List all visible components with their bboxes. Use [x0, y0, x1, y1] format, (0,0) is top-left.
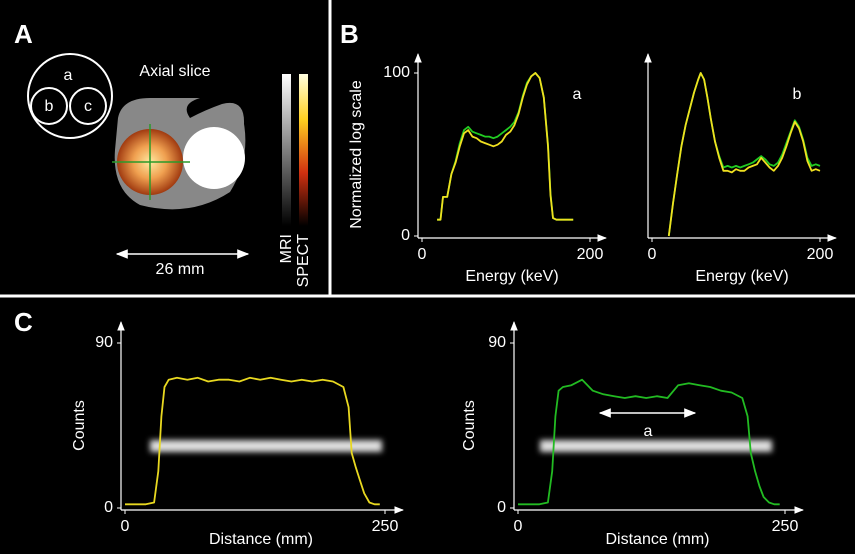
image-title: Axial slice — [139, 63, 210, 80]
y-tick-label: 0 — [104, 499, 113, 516]
diagram-label: c — [84, 98, 92, 115]
y-axis-label: Counts — [461, 400, 478, 451]
panel-label: B — [340, 19, 359, 49]
colorbar-label: MRI — [278, 234, 295, 263]
x-tick-label: 0 — [514, 518, 523, 535]
y-tick-label: 0 — [401, 227, 410, 244]
annotation: b — [793, 86, 802, 103]
x-tick-label: 200 — [577, 246, 604, 263]
y-axis-label: Normalized log scale — [348, 80, 365, 229]
scale-label: 26 mm — [156, 261, 205, 278]
annotation: a — [644, 423, 653, 440]
profile-image — [150, 440, 382, 452]
x-tick-label: 0 — [648, 246, 657, 263]
profile-image — [540, 440, 772, 452]
y-axis-label: Counts — [71, 400, 88, 451]
y-tick-label: 0 — [497, 499, 506, 516]
x-tick-label: 200 — [807, 246, 834, 263]
colorbar-label: SPECT — [295, 234, 312, 288]
x-axis-label: Distance (mm) — [209, 531, 313, 548]
x-tick-label: 250 — [372, 518, 399, 535]
figure: A B C a b c Axial slice 26 mm MRI SPECT … — [0, 0, 855, 554]
diagram-label: a — [64, 67, 73, 84]
y-tick-label: 100 — [383, 64, 410, 81]
x-tick-label: 0 — [121, 518, 130, 535]
x-axis-label: Energy (keV) — [465, 268, 558, 285]
x-tick-label: 250 — [772, 518, 799, 535]
y-tick-label: 90 — [488, 334, 506, 351]
annotation: a — [573, 86, 582, 103]
panel-label: A — [14, 19, 33, 49]
axial-slice-image — [112, 98, 245, 209]
panel-label: C — [14, 307, 33, 337]
y-tick-label: 90 — [95, 334, 113, 351]
colorbar — [299, 74, 308, 226]
x-axis-label: Energy (keV) — [695, 268, 788, 285]
colorbar — [282, 74, 291, 226]
x-tick-label: 0 — [418, 246, 427, 263]
diagram-label: b — [45, 98, 54, 115]
x-axis-label: Distance (mm) — [605, 531, 709, 548]
